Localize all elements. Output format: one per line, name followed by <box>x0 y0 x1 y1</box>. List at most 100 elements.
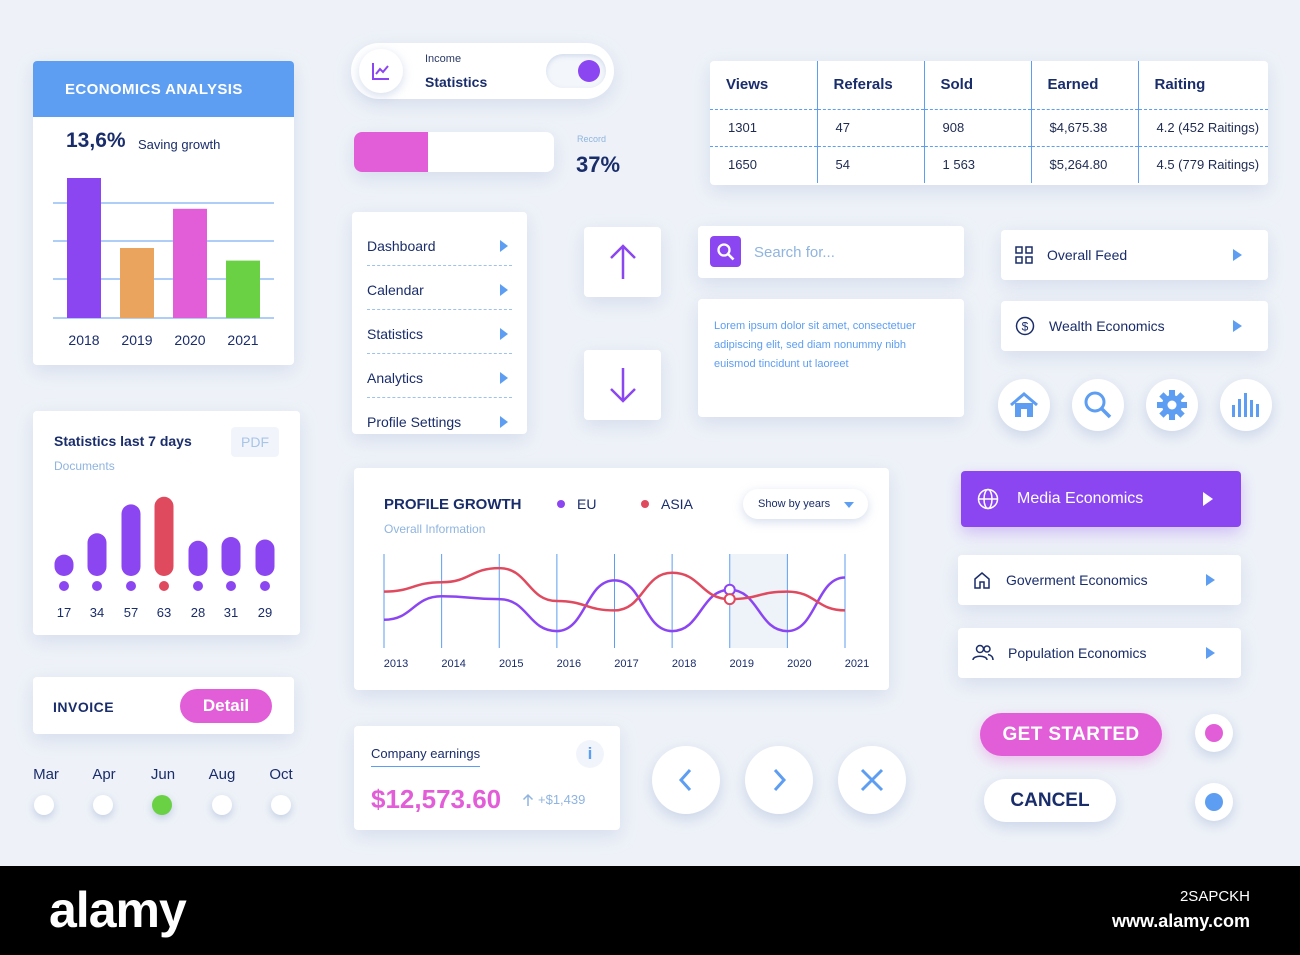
saving-caption: Saving growth <box>138 137 221 152</box>
table-header[interactable]: Raiting <box>1138 61 1268 110</box>
caret-right-icon <box>1203 492 1213 506</box>
bar-chart-icon <box>1232 393 1259 417</box>
bar <box>255 539 275 576</box>
close-button[interactable] <box>838 746 906 814</box>
bar <box>120 248 154 318</box>
settings-button[interactable] <box>1146 379 1198 431</box>
search-input[interactable] <box>754 236 944 268</box>
brand-logo: alamy <box>49 882 187 938</box>
table-header[interactable]: Views <box>710 61 818 110</box>
menu-item-statistics[interactable]: Statistics <box>367 310 512 354</box>
month-label: Oct <box>269 766 293 783</box>
statistics-switch[interactable] <box>546 54 606 88</box>
table-header[interactable]: Earned <box>1031 61 1139 110</box>
wealth-economics-label: Wealth Economics <box>1049 318 1165 334</box>
table-row[interactable]: 1650 54 1 563 $5,264.80 4.5 (779 Raiting… <box>710 146 1268 183</box>
bar <box>188 540 208 576</box>
tick-label: 2014 <box>441 658 465 670</box>
wealth-economics-button[interactable]: $ Wealth Economics <box>1001 301 1268 351</box>
detail-button[interactable]: Detail <box>180 689 272 723</box>
stats-bar-chart: 17 34 57 63 28 31 29 <box>54 496 275 620</box>
bar-dot <box>226 581 236 591</box>
legend-asia: ASIA <box>641 496 693 512</box>
month-radio[interactable] <box>271 795 291 815</box>
earnings-value: $12,573.60 <box>371 784 502 814</box>
bar <box>154 496 174 576</box>
invoice-label: INVOICE <box>53 699 115 715</box>
menu-item-dashboard[interactable]: Dashboard <box>367 222 512 266</box>
menu-item-label: Dashboard <box>367 238 436 254</box>
legend-label: ASIA <box>661 496 693 512</box>
arrow-down-icon <box>609 368 636 403</box>
bar-dot <box>260 581 270 591</box>
economics-bar-chart: 2018 2019 2020 2021 <box>53 178 274 348</box>
value-label: 63 <box>157 605 171 620</box>
table-header[interactable]: Referals <box>817 61 925 110</box>
overall-feed-button[interactable]: Overall Feed <box>1001 230 1268 280</box>
footer-bar: alamy 2SAPCKH www.alamy.com <box>0 866 1300 955</box>
month-label: Apr <box>92 766 116 783</box>
search-icon[interactable] <box>710 236 741 267</box>
radio-pink[interactable] <box>1195 714 1233 752</box>
government-economics-button[interactable]: Goverment Economics <box>958 555 1241 605</box>
month-radio-selected[interactable] <box>152 795 172 815</box>
population-economics-button[interactable]: Population Economics <box>958 628 1241 678</box>
lorem-text: Lorem ipsum dolor sit amet, consectetuer… <box>714 320 916 370</box>
highlight-point <box>723 593 736 606</box>
previous-button[interactable] <box>652 746 720 814</box>
legend-eu: EU <box>557 496 596 512</box>
highlight-band <box>729 554 788 648</box>
caret-right-icon <box>500 372 508 384</box>
show-by-years-select[interactable]: Show by years <box>743 489 868 519</box>
legend-label: EU <box>577 496 597 512</box>
legend-dot <box>557 500 565 508</box>
info-icon[interactable]: i <box>576 740 604 768</box>
value-label: 31 <box>224 605 238 620</box>
tick-label: 2016 <box>557 658 581 670</box>
menu-item-analytics[interactable]: Analytics <box>367 354 512 398</box>
get-started-button[interactable]: GET STARTED <box>980 713 1162 756</box>
value-label: 29 <box>258 605 272 620</box>
pdf-button[interactable]: PDF <box>231 427 279 457</box>
radio-fill <box>1205 793 1223 811</box>
radio-blue[interactable] <box>1195 783 1233 821</box>
media-economics-button[interactable]: Media Economics <box>961 471 1241 527</box>
menu-item-profile-settings[interactable]: Profile Settings <box>367 398 512 442</box>
table-header[interactable]: Sold <box>924 61 1032 110</box>
next-button[interactable] <box>745 746 813 814</box>
home-icon <box>1010 392 1038 417</box>
bar <box>87 533 107 576</box>
menu-item-calendar[interactable]: Calendar <box>367 266 512 310</box>
arrow-down-button[interactable] <box>584 350 661 420</box>
month-radio[interactable] <box>34 795 54 815</box>
chevron-right-icon <box>773 768 787 792</box>
gear-icon <box>1157 390 1187 420</box>
record-progress-bar <box>354 132 554 172</box>
chevron-left-icon <box>678 768 692 792</box>
tick-label: 2019 <box>730 658 754 670</box>
caret-right-icon <box>1206 574 1215 586</box>
switch-knob <box>578 60 600 82</box>
caret-right-icon <box>1233 320 1242 332</box>
home-button[interactable] <box>998 379 1050 431</box>
table-row[interactable]: 1301 47 908 $4,675.38 4.2 (452 Raitings) <box>710 109 1268 147</box>
menu-item-label: Analytics <box>367 370 424 386</box>
tick-label: 2013 <box>384 658 408 670</box>
tick-label: 2015 <box>499 658 523 670</box>
menu-item-label: Profile Settings <box>367 414 462 430</box>
earnings-delta: +$1,439 <box>522 792 585 807</box>
table-cell: 47 <box>817 109 925 147</box>
image-id: 2SAPCKH <box>1179 888 1250 905</box>
search-bar <box>698 226 964 278</box>
earnings-delta-value: +$1,439 <box>538 792 586 807</box>
arrow-up-button[interactable] <box>584 227 661 297</box>
table-cell: 1301 <box>710 109 818 147</box>
profile-growth-line-chart: 2013 2014 2015 2016 2017 2018 2019 2020 2021 <box>383 554 869 670</box>
statistics-7-days-card: Statistics last 7 days Documents PDF 17 3… <box>33 411 300 635</box>
search-button[interactable] <box>1072 379 1124 431</box>
chart-button[interactable] <box>1220 379 1272 431</box>
cancel-button[interactable]: CANCEL <box>984 779 1116 822</box>
month-radio[interactable] <box>93 795 113 815</box>
dollar-circle-icon: $ <box>1015 316 1035 336</box>
month-radio[interactable] <box>212 795 232 815</box>
